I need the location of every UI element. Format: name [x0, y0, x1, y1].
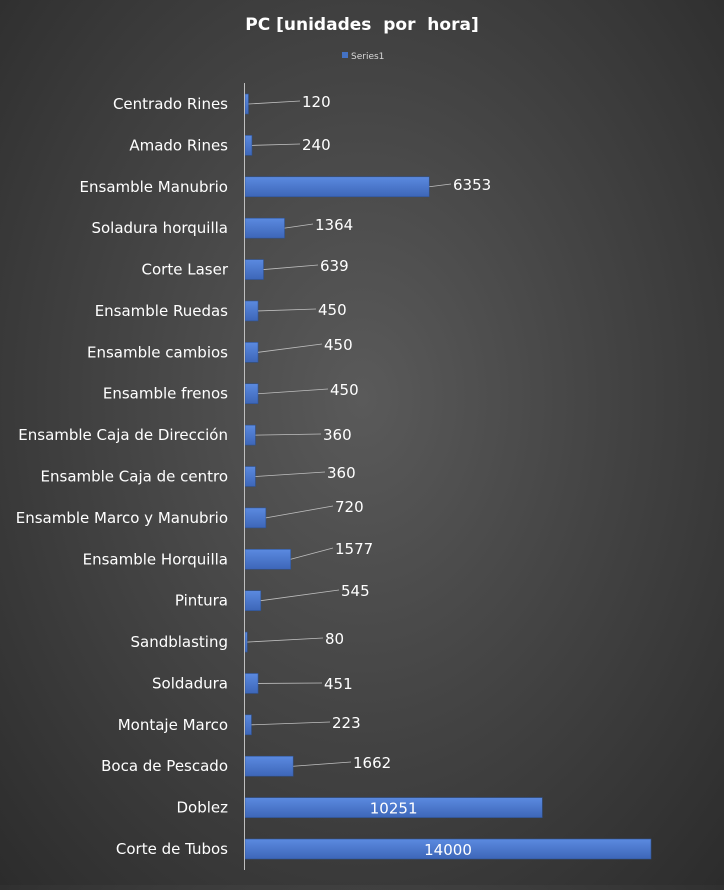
- data-label: 240: [302, 136, 331, 154]
- bar: [245, 591, 261, 611]
- legend-label: Series1: [351, 52, 384, 62]
- data-label-leader: [293, 762, 351, 766]
- category-label: Ensamble Caja de centro: [41, 468, 228, 486]
- data-label-leader: [261, 590, 339, 601]
- data-label-leader: [266, 506, 333, 518]
- category-label: Ensamble cambios: [87, 343, 228, 361]
- bars-layer: Centrado Rines 120 Amado Rines 240 Ensamble …: [16, 93, 651, 859]
- data-label-leader: [291, 548, 333, 559]
- category-label: Boca de Pescado: [101, 757, 228, 775]
- data-label-leader: [252, 144, 300, 145]
- legend-swatch: [342, 52, 348, 58]
- category-label: Ensamble Caja de Dirección: [18, 426, 228, 444]
- data-label: 120: [302, 93, 331, 111]
- bar: [245, 177, 429, 197]
- legend: Series1: [342, 52, 384, 62]
- data-label: 450: [318, 301, 347, 319]
- bar: [245, 673, 258, 693]
- data-label: 80: [325, 630, 344, 648]
- data-label-leader: [258, 309, 316, 311]
- data-label: 223: [332, 714, 361, 732]
- data-label-leader: [264, 265, 318, 270]
- data-label-leader: [258, 389, 328, 394]
- data-label-leader: [285, 224, 313, 228]
- bar: [245, 467, 255, 487]
- data-label: 450: [324, 336, 353, 354]
- bar: [245, 549, 291, 569]
- chart-title: PC [unidades por hora]: [245, 15, 478, 35]
- data-label: 1662: [353, 754, 391, 772]
- data-label: 450: [330, 381, 359, 399]
- bar: [245, 425, 255, 445]
- category-label: Soladura horquilla: [91, 219, 228, 237]
- category-label: Ensamble frenos: [103, 385, 228, 403]
- data-label-leader: [248, 101, 300, 104]
- data-label: 451: [324, 675, 353, 693]
- category-label: Doblez: [176, 799, 228, 817]
- data-label-leader: [247, 638, 323, 642]
- bar: [245, 218, 285, 238]
- bar: [245, 260, 264, 280]
- data-label: 6353: [453, 176, 491, 194]
- data-label: 1577: [335, 540, 373, 558]
- category-label: Sandblasting: [130, 633, 228, 651]
- bar: [245, 384, 258, 404]
- bar: [245, 756, 293, 776]
- data-label: 360: [323, 426, 352, 444]
- bar: [245, 301, 258, 321]
- data-label-leader: [258, 344, 322, 352]
- category-label: Ensamble Ruedas: [95, 302, 228, 320]
- category-label: Ensamble Marco y Manubrio: [16, 509, 228, 527]
- data-label: 14000: [424, 841, 472, 859]
- category-label: Pintura: [175, 592, 228, 610]
- bar: [245, 508, 266, 528]
- category-label: Ensamble Horquilla: [83, 550, 228, 568]
- category-label: Corte Laser: [142, 261, 229, 279]
- data-label: 10251: [370, 800, 418, 818]
- data-label-leader: [255, 434, 321, 435]
- data-label-leader: [255, 472, 325, 477]
- category-label: Montaje Marco: [118, 716, 228, 734]
- bar: [245, 632, 247, 652]
- data-label: 360: [327, 464, 356, 482]
- category-label: Corte de Tubos: [116, 840, 228, 858]
- bar: [245, 94, 248, 114]
- category-label: Ensamble Manubrio: [80, 178, 228, 196]
- data-label-leader: [429, 184, 451, 187]
- bar: [245, 135, 252, 155]
- data-label: 639: [320, 257, 349, 275]
- data-label: 545: [341, 582, 370, 600]
- data-label-leader: [251, 722, 330, 725]
- bar: [245, 342, 258, 362]
- category-label: Centrado Rines: [113, 95, 228, 113]
- category-label: Amado Rines: [129, 136, 228, 154]
- category-label: Soldadura: [152, 674, 228, 692]
- data-label: 1364: [315, 216, 353, 234]
- bar: [245, 715, 251, 735]
- data-label: 720: [335, 498, 364, 516]
